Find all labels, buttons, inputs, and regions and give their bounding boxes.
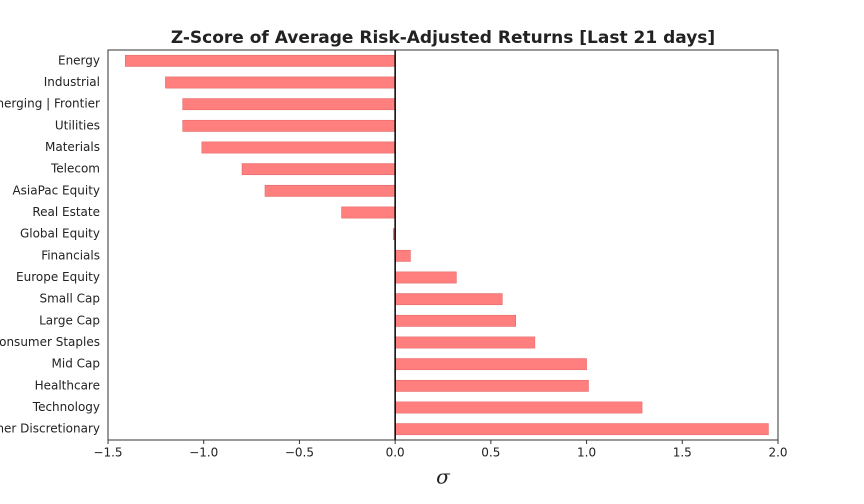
plot-frame: [107, 49, 779, 441]
y-tick-label: Mid Cap: [52, 357, 100, 371]
bar: [241, 163, 396, 176]
y-tick-label: Telecom: [50, 162, 100, 176]
chart-title: Z-Score of Average Risk-Adjusted Returns…: [171, 28, 715, 48]
x-tick-label: −1.5: [93, 446, 122, 460]
bar: [394, 379, 589, 392]
y-tick-label: Global Equity: [20, 227, 100, 241]
y-tick-label: Europe Equity: [16, 270, 100, 284]
bar: [394, 336, 536, 349]
bar: [341, 206, 396, 219]
x-tick-label: 1.5: [673, 446, 692, 460]
bar: [394, 271, 457, 284]
y-tick-label: Consumer Discretionary: [0, 422, 100, 436]
y-tick-label: AsiaPac Equity: [12, 183, 100, 197]
bar: [394, 358, 587, 371]
x-tick-label: −0.5: [285, 446, 314, 460]
x-tick-label: 2.0: [768, 446, 787, 460]
bar: [394, 293, 503, 306]
bar: [394, 423, 769, 436]
bar: [394, 401, 643, 414]
y-tick-label: Financials: [41, 248, 100, 262]
x-tick-label: 0.0: [386, 446, 405, 460]
x-tick-label: −1.0: [189, 446, 218, 460]
y-tick-label: Materials: [45, 140, 100, 154]
y-tick-label: Industrial: [44, 75, 100, 89]
bar: [394, 249, 411, 262]
y-tick-label: Emerging | Frontier: [0, 97, 100, 111]
x-tick-label: 0.5: [481, 446, 500, 460]
bar: [124, 54, 396, 67]
bar: [394, 314, 516, 327]
bar: [201, 141, 396, 154]
bar: [182, 119, 396, 132]
y-tick-label: Real Estate: [32, 205, 100, 219]
bar: [182, 98, 396, 111]
x-tick-label: 1.0: [577, 446, 596, 460]
y-tick-label: Healthcare: [35, 378, 100, 392]
y-tick-label: Small Cap: [40, 292, 101, 306]
y-tick-label: Consumer Staples: [0, 335, 100, 349]
bar: [264, 184, 396, 197]
bar: [165, 76, 396, 89]
y-tick-label: Energy: [58, 53, 100, 67]
y-tick-label: Utilities: [55, 118, 100, 132]
y-tick-label: Large Cap: [39, 313, 100, 327]
x-axis-label: σ: [436, 465, 451, 489]
y-tick-label: Technology: [32, 400, 100, 414]
